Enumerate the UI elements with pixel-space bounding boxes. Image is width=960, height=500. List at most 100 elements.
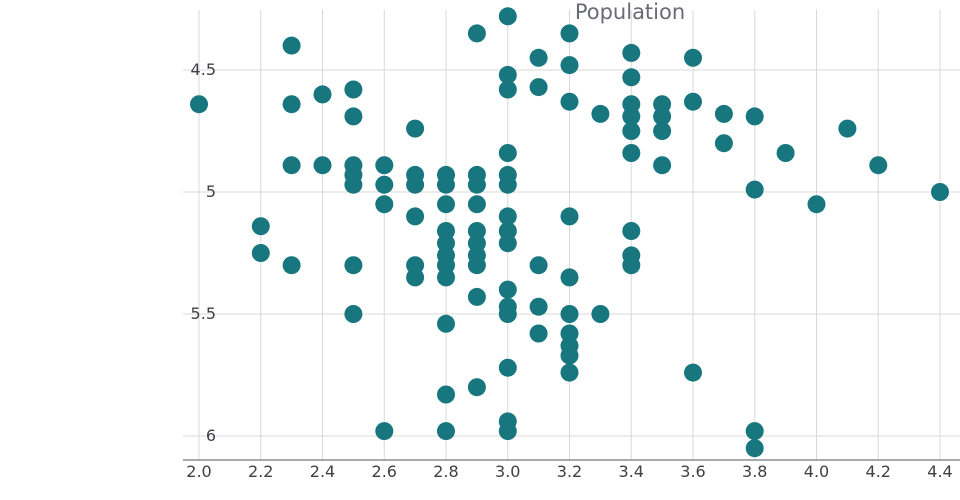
scatter-point	[622, 122, 641, 140]
x-tick-label: 2.2	[248, 462, 273, 481]
scatter-point	[498, 144, 517, 162]
scatter-point	[560, 56, 579, 75]
scatter-point	[931, 183, 949, 201]
scatter-point	[375, 195, 394, 214]
scatter-point	[467, 378, 486, 397]
scatter-point	[313, 85, 332, 104]
scatter-point	[344, 305, 363, 323]
scatter-point	[622, 144, 641, 162]
scatter-point	[498, 65, 517, 84]
scatter-point	[560, 207, 579, 226]
scatter-point	[529, 256, 548, 275]
scatter-point	[622, 68, 641, 87]
scatter-point	[375, 156, 394, 175]
scatter-point	[560, 305, 579, 323]
scatter-point	[591, 104, 610, 123]
scatter-point	[282, 256, 301, 275]
scatter-point	[344, 256, 363, 275]
scatter-point	[745, 180, 764, 199]
scatter-point	[684, 48, 702, 67]
x-tick-label: 2.6	[372, 462, 397, 481]
scatter-point	[745, 439, 764, 458]
scatter-point	[498, 207, 517, 226]
scatter-point	[714, 104, 733, 123]
x-tick-label: 3.8	[742, 462, 767, 481]
scatter-point	[622, 222, 641, 240]
scatter-point	[529, 78, 548, 97]
scatter-point	[653, 107, 672, 126]
scatter-point	[560, 24, 579, 43]
scatter-point	[467, 24, 486, 43]
scatter-point	[498, 175, 517, 194]
chart-title: Population	[574, 0, 686, 24]
scatter-point	[807, 195, 826, 214]
scatter-point	[467, 195, 486, 214]
scatter-point	[498, 7, 517, 26]
scatter-point	[344, 80, 363, 99]
y-tick-label: 5.5	[191, 304, 216, 323]
scatter-point	[622, 43, 641, 62]
scatter-point	[653, 156, 672, 175]
scatter-point	[251, 217, 270, 236]
scatter-point	[776, 144, 795, 162]
scatter-point	[282, 156, 301, 175]
scatter-point	[529, 48, 548, 67]
x-tick-label: 4.2	[866, 462, 891, 481]
y-tick-label: 5	[206, 182, 216, 201]
scatter-point	[684, 92, 702, 111]
scatter-point	[467, 175, 486, 194]
x-tick-label: 3.6	[680, 462, 705, 481]
x-tick-label: 2.8	[433, 462, 458, 481]
scatter-point	[375, 175, 394, 194]
scatter-point	[653, 122, 672, 140]
scatter-point	[437, 385, 455, 404]
x-tick-label: 2.4	[310, 462, 335, 481]
x-tick-label: 2.0	[186, 462, 211, 481]
scatter-point	[560, 92, 579, 111]
scatter-point	[251, 244, 270, 262]
scatter-point	[406, 207, 425, 226]
scatter-point	[437, 268, 455, 287]
x-tick-label: 3.0	[495, 462, 520, 481]
scatter-point	[282, 95, 301, 114]
scatter-point	[498, 234, 517, 253]
scatter-point	[498, 280, 517, 299]
scatter-point	[745, 107, 764, 126]
scatter-point	[560, 268, 579, 287]
scatter-point	[406, 268, 425, 287]
scatter-point	[375, 422, 394, 441]
x-tick-label: 3.2	[557, 462, 582, 481]
scatter-point	[344, 107, 363, 126]
scatter-point	[467, 256, 486, 275]
scatter-point	[498, 358, 517, 377]
scatter-point	[498, 305, 517, 323]
scatter-point	[190, 95, 208, 114]
scatter-point	[437, 195, 455, 214]
x-tick-label: 4.0	[804, 462, 829, 481]
x-tick-label: 4.4	[927, 462, 952, 481]
scatter-point	[467, 287, 486, 306]
scatter-point	[745, 422, 764, 441]
scatter-point	[622, 256, 641, 275]
scatter-point	[406, 175, 425, 194]
y-tick-label: 4.5	[191, 60, 216, 79]
scatter-point	[591, 305, 610, 323]
scatter-point	[684, 363, 702, 382]
y-tick-label: 6	[206, 426, 216, 445]
scatter-point	[838, 119, 857, 138]
scatter-point	[406, 119, 425, 138]
scatter-point	[622, 107, 641, 126]
scatter-point	[498, 422, 517, 441]
scatter-point	[437, 175, 455, 194]
scatter-point	[560, 363, 579, 382]
scatter-point	[282, 36, 301, 55]
scatter-point	[560, 346, 579, 365]
scatter-point	[529, 297, 548, 316]
scatter-point	[437, 314, 455, 333]
scatter-point	[869, 156, 888, 175]
x-tick-label: 3.4	[619, 462, 644, 481]
scatter-point	[529, 324, 548, 343]
scatter-point	[313, 156, 332, 175]
